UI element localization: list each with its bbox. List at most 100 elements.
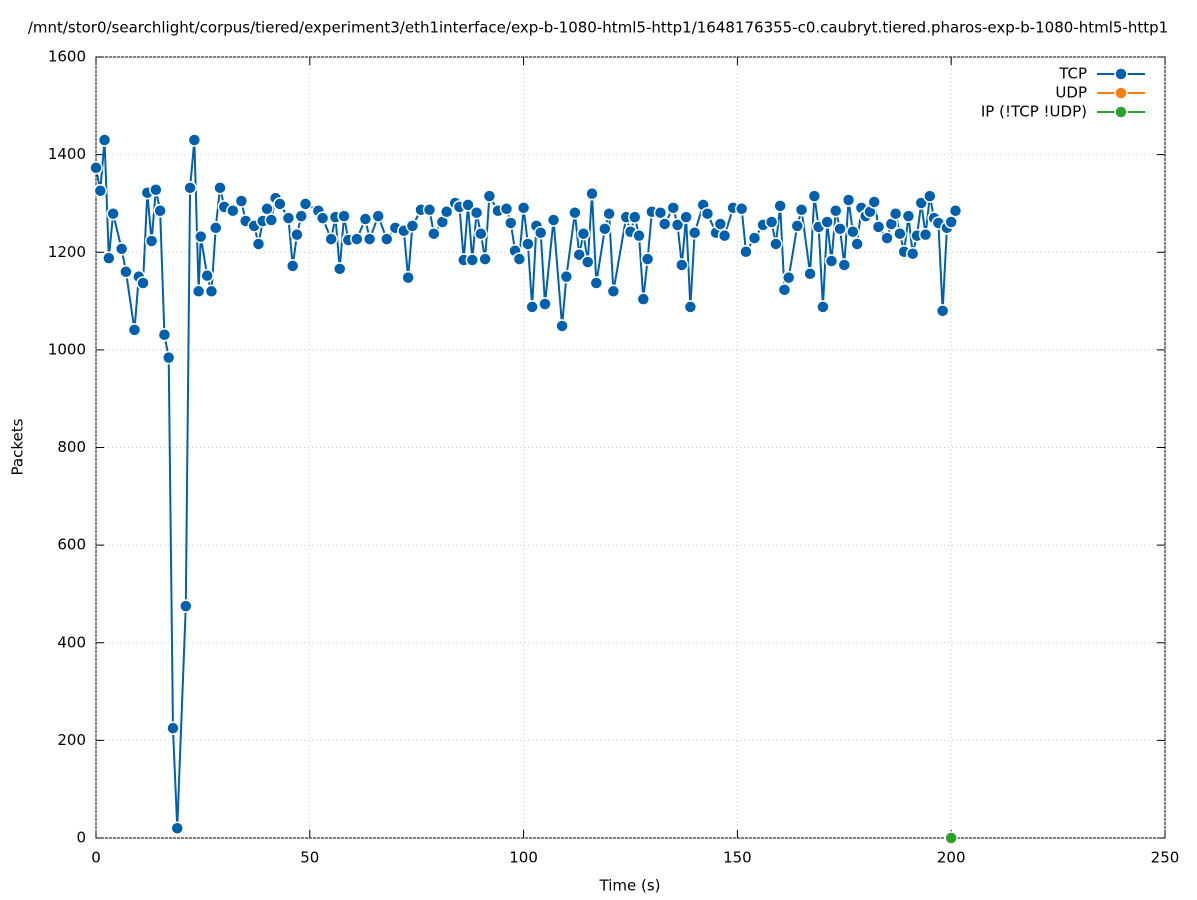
- point: [380, 232, 394, 246]
- point: [166, 721, 180, 735]
- point: [281, 211, 296, 225]
- point: [675, 258, 689, 272]
- point: [285, 259, 300, 273]
- point: [264, 213, 279, 227]
- point: [499, 202, 514, 216]
- point: [713, 217, 728, 231]
- point: [790, 219, 805, 233]
- x-axis-label: Time (s): [599, 877, 661, 895]
- point: [781, 270, 796, 285]
- x-tick-label: 100: [509, 849, 538, 867]
- point: [439, 204, 454, 219]
- point: [820, 215, 834, 229]
- point: [893, 226, 907, 241]
- y-tick-label: 200: [57, 731, 86, 749]
- point: [764, 215, 779, 229]
- point: [794, 203, 809, 217]
- point: [589, 276, 604, 290]
- point: [734, 202, 749, 216]
- point: [568, 205, 582, 220]
- point: [717, 228, 732, 243]
- point: [888, 206, 903, 221]
- point: [191, 284, 206, 299]
- point: [337, 209, 351, 223]
- legend-label: IP (!TCP !UDP): [981, 103, 1087, 121]
- point: [119, 265, 133, 279]
- point: [636, 292, 651, 306]
- point: [170, 821, 184, 835]
- point: [666, 201, 681, 215]
- point: [200, 268, 214, 283]
- point: [657, 217, 672, 231]
- x-tick-label: 250: [1151, 849, 1180, 867]
- point: [114, 242, 129, 256]
- point: [580, 255, 595, 269]
- point: [512, 252, 527, 266]
- point: [628, 210, 642, 224]
- point: [187, 133, 202, 147]
- y-tick-label: 1400: [48, 145, 86, 163]
- point: [153, 204, 167, 218]
- point: [901, 209, 916, 223]
- point: [773, 199, 787, 213]
- point: [324, 232, 338, 246]
- point: [572, 247, 586, 262]
- point: [106, 206, 120, 221]
- point: [700, 206, 715, 221]
- point: [546, 213, 561, 227]
- x-tick-label: 150: [723, 849, 752, 867]
- point: [332, 262, 347, 276]
- point: [161, 350, 176, 365]
- point: [944, 831, 958, 845]
- point: [683, 300, 698, 314]
- point: [136, 276, 150, 290]
- y-tick-label: 1200: [48, 243, 86, 261]
- point: [226, 204, 240, 218]
- point: [640, 252, 655, 266]
- point: [97, 133, 112, 147]
- point: [93, 183, 108, 198]
- point: [923, 189, 937, 203]
- y-tick-label: 400: [57, 633, 86, 651]
- point: [482, 189, 497, 203]
- point: [606, 284, 621, 299]
- y-tick-label: 0: [76, 829, 86, 847]
- point: [867, 195, 881, 209]
- point: [828, 204, 843, 218]
- point: [204, 284, 219, 299]
- y-tick-label: 1600: [48, 48, 86, 66]
- point: [315, 211, 330, 225]
- point: [516, 201, 531, 215]
- point: [935, 304, 950, 318]
- point: [89, 161, 103, 175]
- point: [533, 225, 548, 240]
- point: [194, 229, 208, 244]
- point: [469, 205, 484, 220]
- x-tick-label: 0: [91, 849, 101, 867]
- point: [880, 231, 894, 245]
- point: [350, 232, 364, 246]
- legend-marker: [1114, 86, 1128, 100]
- point: [747, 231, 762, 245]
- x-tick-label: 200: [937, 849, 966, 867]
- point: [401, 270, 415, 285]
- point: [157, 327, 172, 342]
- point: [833, 222, 847, 236]
- point: [358, 212, 373, 226]
- point: [679, 210, 693, 224]
- legend-marker: [1114, 105, 1128, 119]
- y-tick-label: 1000: [48, 340, 86, 358]
- point: [294, 209, 308, 223]
- point: [850, 237, 864, 251]
- point: [944, 215, 958, 229]
- point: [234, 194, 249, 208]
- y-axis-label: Packets: [9, 418, 27, 475]
- point: [871, 220, 886, 234]
- legend-marker: [1114, 67, 1128, 81]
- point: [521, 237, 535, 251]
- point: [474, 226, 488, 241]
- point: [777, 283, 792, 297]
- point: [144, 234, 159, 248]
- point: [807, 189, 822, 203]
- point: [918, 227, 933, 242]
